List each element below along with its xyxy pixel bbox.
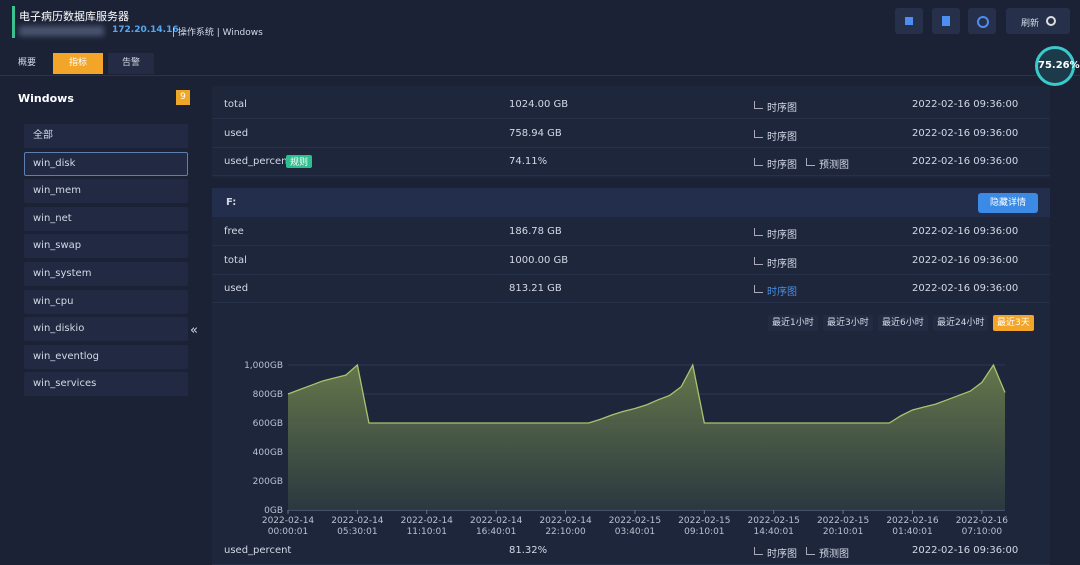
- metric-name: total: [224, 99, 247, 110]
- metric-value: 186.78 GB: [509, 226, 562, 237]
- x-tick-label: 2022-02-15 14:40:01: [748, 516, 800, 537]
- sidebar-item[interactable]: win_net: [24, 206, 188, 231]
- y-tick-label: 400GB: [253, 448, 283, 458]
- x-tick-label: 2022-02-15 20:10:01: [817, 516, 869, 537]
- chart-link[interactable]: 时序图: [754, 283, 797, 298]
- sidebar-title: Windows: [18, 92, 74, 105]
- chart-link[interactable]: 时序图: [754, 128, 797, 143]
- sidebar-item[interactable]: win_system: [24, 262, 188, 286]
- home-button[interactable]: [895, 8, 923, 34]
- area-fill: [288, 365, 1005, 510]
- gauge: 75.26%: [1035, 46, 1080, 86]
- range-button[interactable]: 最近24小时: [933, 315, 989, 331]
- x-tick-label: 2022-02-15 03:40:01: [609, 516, 661, 537]
- metric-value: 1024.00 GB: [509, 99, 569, 110]
- metric-time: 2022-02-16 09:36:00: [912, 226, 1019, 237]
- chart-link[interactable]: 时序图: [754, 226, 797, 241]
- sidebar-item[interactable]: win_diskio: [24, 317, 188, 342]
- sidebar-item[interactable]: win_swap: [24, 234, 188, 259]
- refresh-label: 刷新: [1021, 19, 1040, 29]
- info: | 操作系统 | Windows: [172, 28, 263, 38]
- hide-details-button[interactable]: 隐藏详情: [978, 193, 1038, 213]
- metric-name: free: [224, 226, 244, 237]
- y-tick-label: 600GB: [253, 419, 283, 429]
- blurred-text: [19, 26, 104, 36]
- metric-row: used_percent 规则 74.11% 时序图 预测图 2022-02-16 09:…: [212, 148, 1050, 176]
- chart-link[interactable]: 时序图: [754, 255, 797, 270]
- range-button[interactable]: 最近3天: [993, 315, 1034, 331]
- refresh-button[interactable]: 刷新: [1006, 8, 1070, 34]
- tab[interactable]: 指标: [53, 53, 103, 74]
- metric-name: used: [224, 127, 249, 139]
- settings-button[interactable]: [968, 8, 996, 34]
- divider: [0, 75, 1080, 76]
- range-button[interactable]: 最近3小时: [823, 315, 873, 331]
- sidebar-item[interactable]: 全部: [24, 124, 188, 148]
- sidebar-item[interactable]: win_eventlog: [24, 344, 188, 369]
- x-tick-label: 2022-02-16 01:40:01: [886, 516, 939, 537]
- metric-time: 2022-02-16 09:36:00: [912, 127, 1019, 139]
- tab[interactable]: 告警: [108, 53, 154, 74]
- metric-time: 2022-02-16 09:36:00: [912, 545, 1019, 556]
- sidebar-item[interactable]: win_cpu: [24, 289, 188, 314]
- metric-name: total: [224, 254, 247, 266]
- x-tick-label: 2022-02-14 16:40:01: [470, 516, 523, 537]
- metric-value: 74.11%: [509, 156, 548, 167]
- title-accent: [12, 6, 15, 38]
- metric-value: 1000.00 GB: [509, 254, 569, 266]
- y-tick-label: 0GB: [264, 506, 283, 516]
- metric-row: free 186.78 GB 时序图 2022-02-16 09:36:00: [212, 218, 1050, 246]
- icon: [977, 16, 989, 28]
- sidebar-item[interactable]: win_mem: [24, 179, 188, 204]
- x-tick-label: 2022-02-14 00:00:01: [262, 516, 315, 537]
- count-badge: 9: [176, 90, 190, 105]
- icon: [1046, 16, 1056, 26]
- metric-value: 758.94 GB: [509, 127, 562, 139]
- area-line: [287, 363, 1006, 424]
- rule-tag: 规则: [286, 155, 313, 168]
- range-button[interactable]: 最近6小时: [878, 315, 928, 331]
- metric-name: used: [224, 283, 249, 294]
- metric-value: 81.32%: [509, 545, 548, 556]
- tab[interactable]: 概要: [17, 58, 36, 68]
- ip: 172.20.14.16: [112, 25, 179, 35]
- section-header: [212, 188, 1050, 217]
- section-title: F:: [226, 197, 237, 208]
- chart-link[interactable]: 预测图: [806, 545, 849, 560]
- x-tick-label: 2022-02-16 07:10:00: [956, 516, 1009, 537]
- x-tick-label: 2022-02-14 11:10:01: [401, 516, 454, 537]
- icon: [905, 17, 913, 25]
- chart-link[interactable]: 时序图: [754, 545, 797, 560]
- metric-name: used_percent: [224, 156, 292, 167]
- metric-row: total 1000.00 GB 时序图 2022-02-16 09:36:00: [212, 247, 1050, 275]
- chart-link[interactable]: 时序图: [754, 156, 797, 171]
- metric-time: 2022-02-16 09:36:00: [912, 254, 1019, 266]
- metric-row: used 813.21 GB 时序图 2022-02-16 09:36:00: [212, 275, 1050, 303]
- chart-link[interactable]: 时序图: [754, 99, 797, 114]
- metric-value: 813.21 GB: [509, 283, 562, 294]
- metric-time: 2022-02-16 09:36:00: [912, 156, 1019, 167]
- metric-time: 2022-02-16 09:36:00: [912, 283, 1019, 294]
- metric-row: used 758.94 GB 时序图 2022-02-16 09:36:00: [212, 120, 1050, 148]
- delete-button[interactable]: [932, 8, 960, 34]
- sidebar-item[interactable]: win_disk: [24, 151, 188, 176]
- range-button[interactable]: 最近1小时: [768, 315, 818, 331]
- metric-name: used_percent: [224, 545, 292, 556]
- y-tick-label: 200GB: [253, 477, 283, 487]
- chart-link[interactable]: 预测图: [806, 156, 849, 171]
- x-tick-label: 2022-02-15 09:10:01: [678, 516, 730, 537]
- collapse[interactable]: «: [190, 323, 198, 338]
- sidebar-item[interactable]: win_services: [24, 372, 188, 397]
- x-tick-label: 2022-02-14 22:10:00: [539, 516, 592, 537]
- x-tick-label: 2022-02-14 05:30:01: [331, 516, 384, 537]
- metric-time: 2022-02-16 09:36:00: [912, 99, 1019, 110]
- metric-row: total 1024.00 GB 时序图 2022-02-16 09:36:00: [212, 91, 1050, 119]
- server-title: 电子病历数据库服务器: [19, 10, 129, 23]
- icon: [942, 16, 950, 26]
- y-tick-label: 800GB: [253, 390, 283, 400]
- y-tick-label: 1,000GB: [244, 361, 283, 371]
- panel: [212, 86, 1050, 178]
